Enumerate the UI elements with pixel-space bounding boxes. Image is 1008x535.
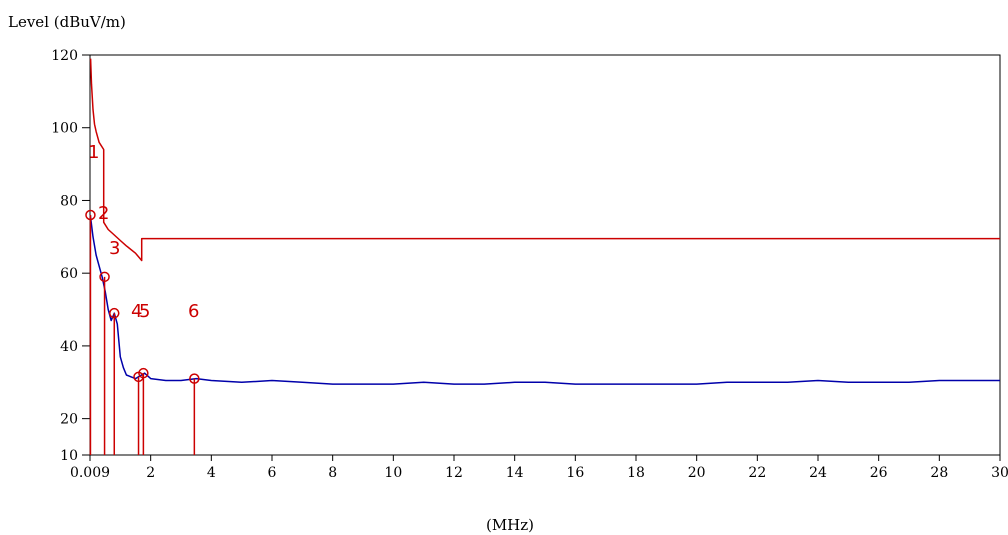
x-tick-label-30: 30	[991, 465, 1008, 481]
x-tick-label-24: 24	[809, 465, 827, 481]
x-tick-label-0: 0.009	[70, 465, 110, 481]
marker-label-3: 3	[109, 238, 120, 259]
marker-label-5: 5	[139, 301, 150, 322]
x-tick-label-20: 20	[688, 465, 706, 481]
x-tick-label-26: 26	[870, 465, 888, 481]
x-tick-label-10: 10	[384, 465, 402, 481]
marker-label-4: 4	[131, 301, 142, 322]
limit-line	[89, 58, 1000, 262]
y-tick-label-80: 80	[60, 193, 78, 209]
y-tick-label-10: 10	[60, 448, 78, 464]
x-tick-label-28: 28	[930, 465, 948, 481]
marker-point-3	[109, 307, 120, 319]
x-tick-label-4: 4	[207, 465, 216, 481]
y-tick-label-100: 100	[51, 121, 78, 137]
marker-point-2	[99, 271, 110, 283]
y-tick-label-60: 60	[60, 266, 78, 282]
marker-label-1: 1	[88, 142, 99, 163]
x-tick-label-22: 22	[748, 465, 766, 481]
x-tick-label-18: 18	[627, 465, 645, 481]
x-tick-label-16: 16	[566, 465, 584, 481]
x-tick-label-12: 12	[445, 465, 463, 481]
marker-point-6	[189, 373, 200, 384]
series-layer	[89, 58, 1000, 385]
marker-point-5	[138, 367, 149, 379]
x-tick-label-14: 14	[506, 465, 524, 481]
y-tick-label-120: 120	[51, 48, 78, 64]
marker-label-2: 2	[98, 203, 109, 224]
plot-frame	[89, 54, 1001, 456]
x-tick-label-6: 6	[268, 465, 277, 481]
measurement-line	[89, 214, 1000, 385]
x-tick-label-2: 2	[146, 465, 155, 481]
x-axis-label: (MHz)	[486, 516, 534, 534]
y-tick-label-20: 20	[60, 412, 78, 428]
marker-label-6: 6	[188, 301, 199, 322]
marker-point-1	[85, 209, 96, 221]
x-axis: 0.009 2 4 6 8 10 12 14 16 18 20 22 24 26 28 30	[70, 455, 1008, 481]
y-tick-label-40: 40	[60, 339, 78, 355]
marker-layer: 1 2 3 4 5 6	[85, 142, 200, 455]
y-axis-label: Level (dBuV/m)	[8, 13, 126, 31]
y-axis: 120 100 80 60 40 20 10	[51, 48, 90, 464]
x-tick-label-8: 8	[328, 465, 337, 481]
